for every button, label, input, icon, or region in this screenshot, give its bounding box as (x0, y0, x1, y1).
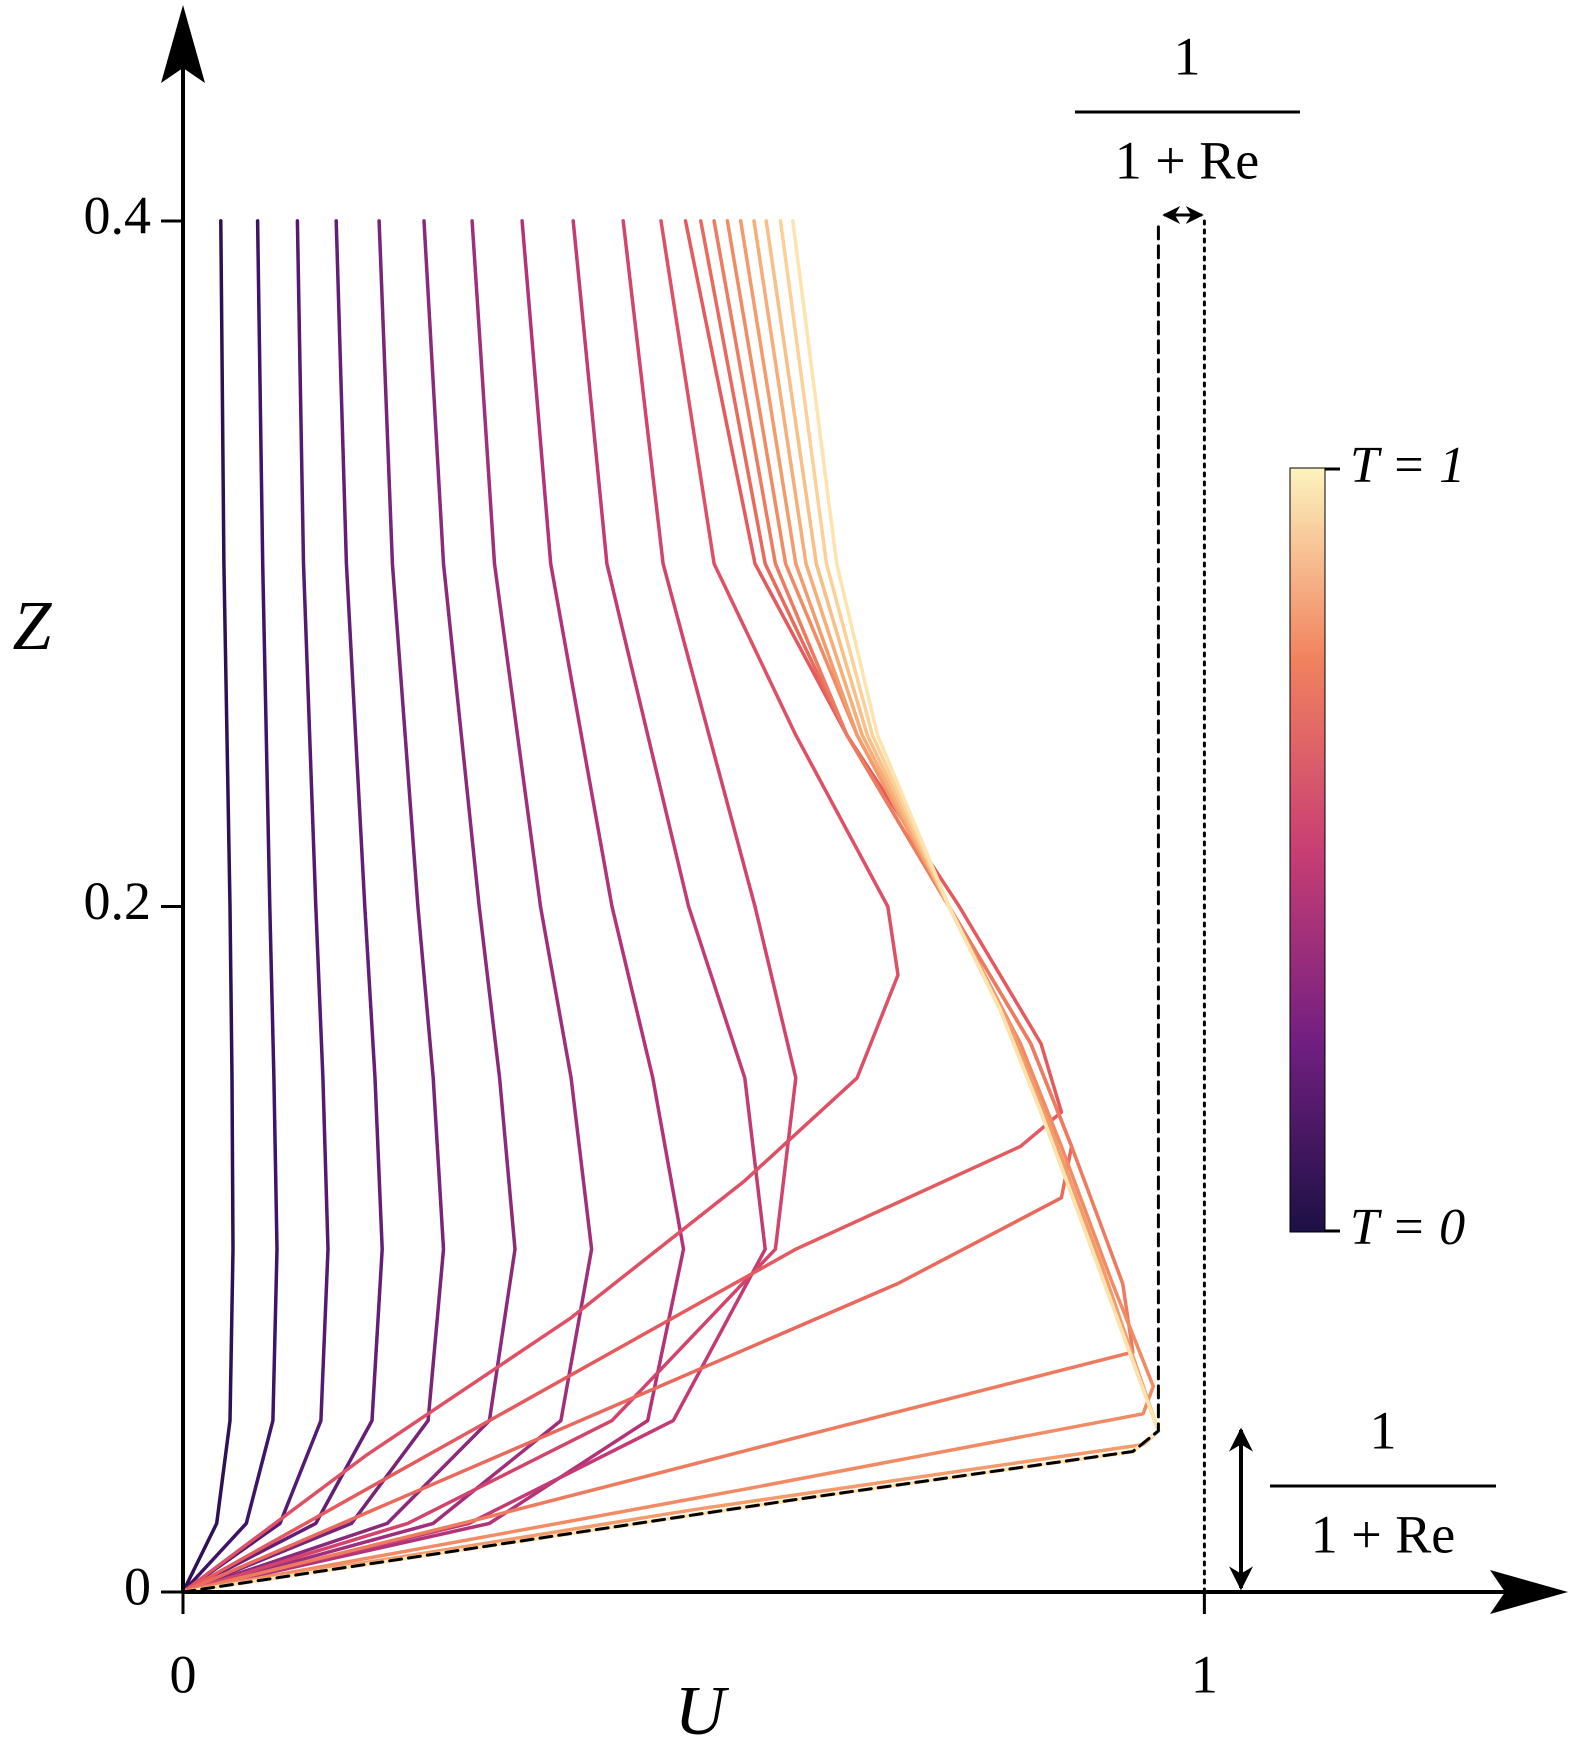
annotation-numerator: 1 (1370, 1400, 1397, 1460)
annotation-denominator: 1 + Re (1115, 130, 1259, 190)
profile-line (181, 219, 1161, 1594)
x-tick-label: 1 (1191, 1644, 1218, 1704)
x-arrow (1490, 1570, 1568, 1614)
y-axis-label: Z (13, 588, 53, 665)
profile-line (181, 219, 1135, 1594)
profile-line (181, 219, 594, 1594)
profile-line (181, 219, 446, 1594)
profile-line (181, 219, 1161, 1594)
annotation-denominator: 1 + Re (1311, 1504, 1455, 1564)
profile-line (181, 219, 235, 1594)
plot-area (181, 219, 1206, 1594)
colorbar-label: T = 0 (1350, 1199, 1465, 1256)
profile-line (181, 219, 1156, 1594)
profile-line (181, 219, 798, 1594)
colorbar (1289, 467, 1326, 1233)
y-tick-label: 0.2 (84, 871, 152, 931)
profile-line (181, 219, 1161, 1594)
x-tick-label: 0 (170, 1644, 197, 1704)
y-tick-label: 0.4 (84, 185, 152, 245)
profile-line (181, 219, 686, 1594)
profile-line (181, 219, 384, 1594)
colorbar-label: T = 1 (1350, 437, 1465, 494)
annotation-numerator: 1 (1174, 26, 1201, 86)
profile-line (181, 219, 1161, 1594)
profile-line (181, 219, 1161, 1594)
x-axis-label: U (675, 1673, 730, 1750)
y-arrow (161, 5, 205, 83)
profile-line (181, 219, 330, 1594)
reference-line (181, 219, 1160, 1594)
profile-line (181, 219, 900, 1594)
profile-line (181, 219, 517, 1594)
profile-line (181, 219, 279, 1594)
profile-line (181, 219, 767, 1594)
profile-line (181, 219, 1064, 1594)
y-tick-label: 0 (124, 1556, 151, 1616)
